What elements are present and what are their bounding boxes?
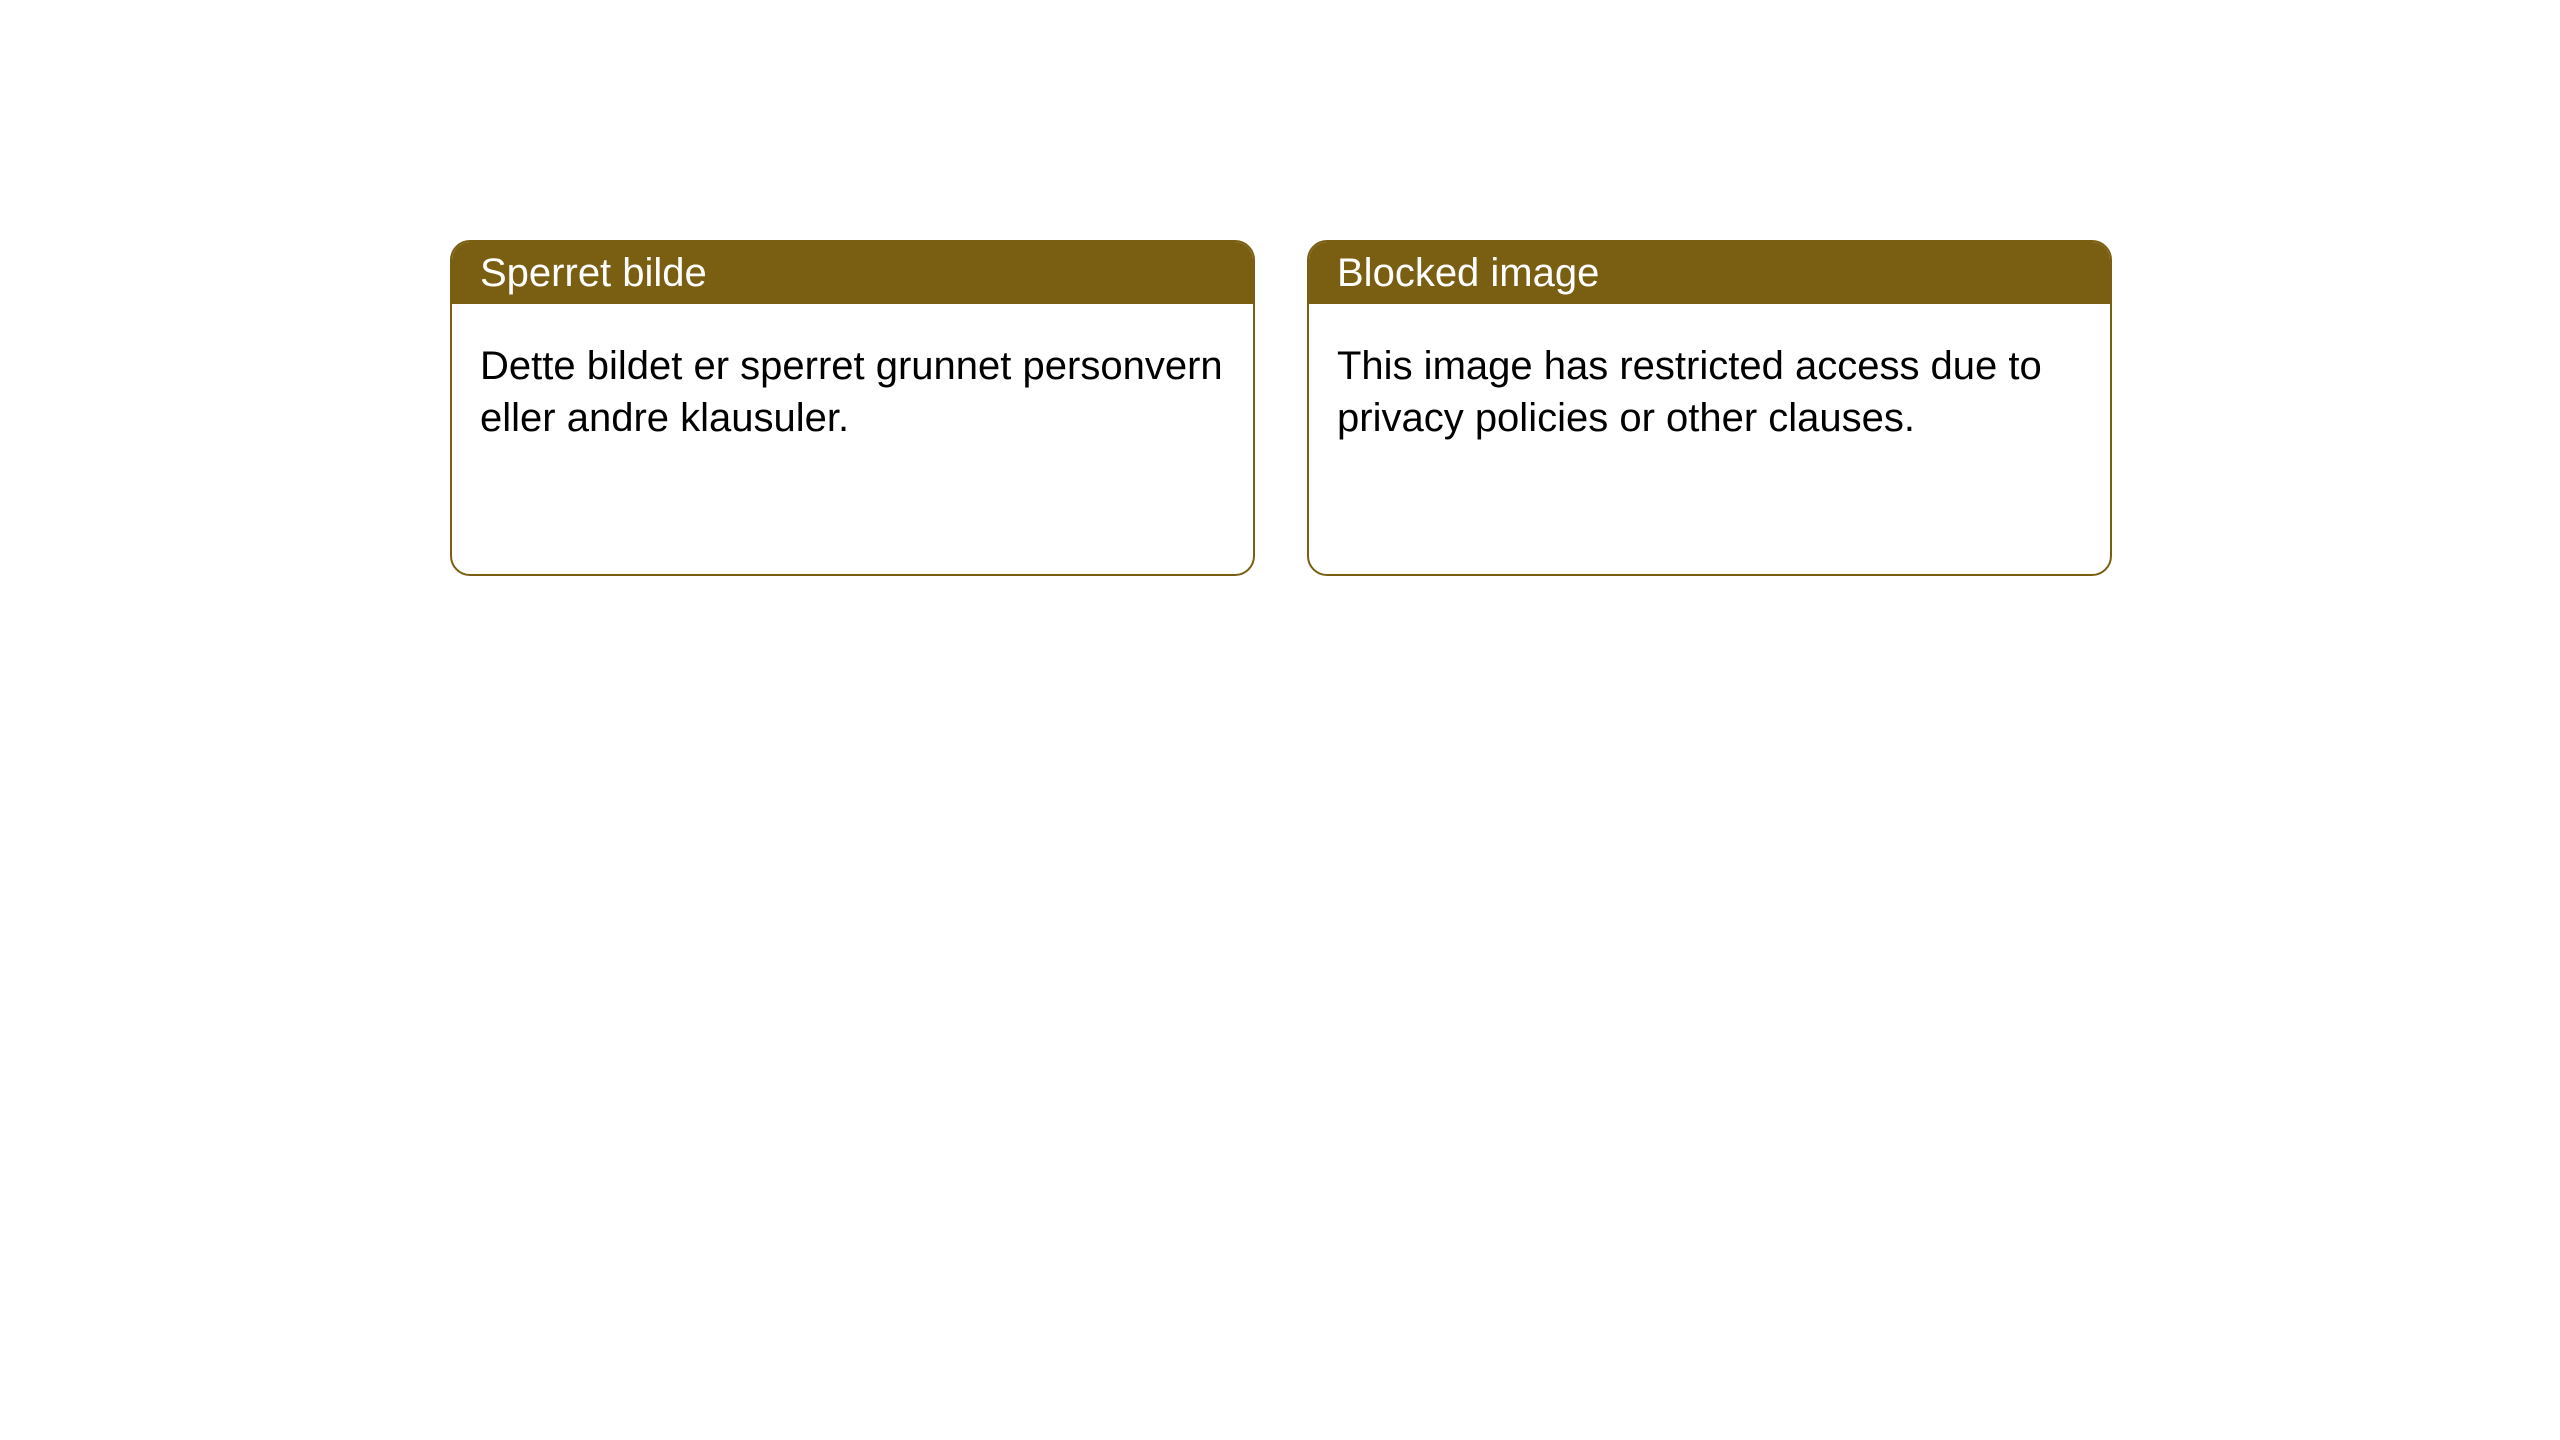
card-body-text: This image has restricted access due to …	[1337, 344, 2042, 440]
card-body: This image has restricted access due to …	[1309, 304, 2110, 480]
card-body-text: Dette bildet er sperret grunnet personve…	[480, 344, 1223, 440]
card-header: Sperret bilde	[452, 242, 1253, 304]
card-body: Dette bildet er sperret grunnet personve…	[452, 304, 1253, 480]
notice-card-norwegian: Sperret bilde Dette bildet er sperret gr…	[450, 240, 1255, 576]
notice-card-english: Blocked image This image has restricted …	[1307, 240, 2112, 576]
card-header: Blocked image	[1309, 242, 2110, 304]
card-title: Blocked image	[1337, 251, 1599, 296]
card-title: Sperret bilde	[480, 251, 707, 296]
notice-container: Sperret bilde Dette bildet er sperret gr…	[0, 0, 2560, 576]
